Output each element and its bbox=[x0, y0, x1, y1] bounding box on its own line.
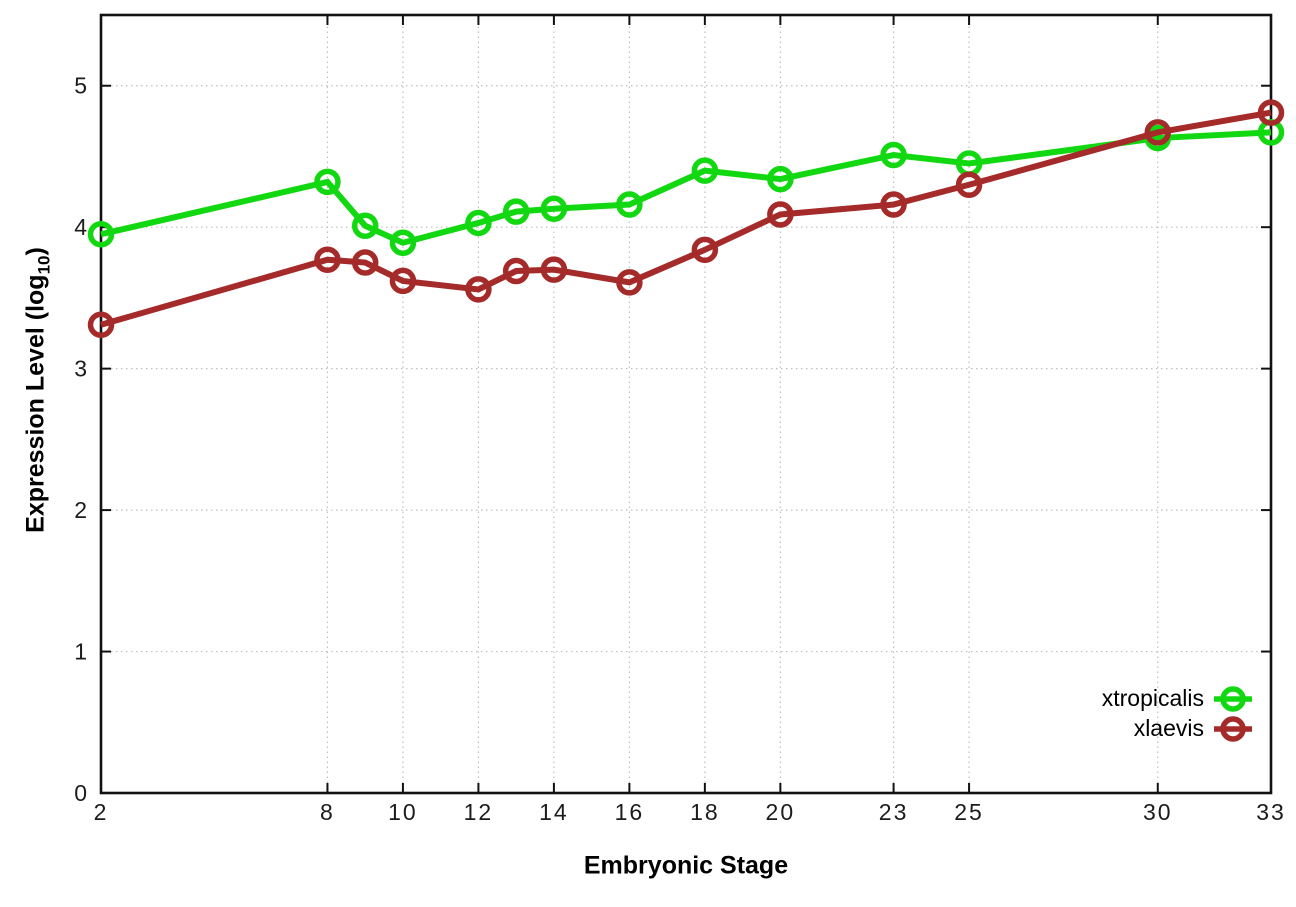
y-tick-label: 1 bbox=[74, 639, 89, 665]
data-point-xtropicalis-stage-2 bbox=[87, 221, 115, 248]
x-tick-label: 8 bbox=[320, 799, 335, 825]
x-tick-label: 14 bbox=[539, 799, 569, 825]
data-point-xtropicalis-stage-10 bbox=[389, 229, 417, 256]
y-tick-label: 3 bbox=[74, 356, 89, 382]
data-point-xtropicalis-stage-14 bbox=[540, 195, 568, 223]
legend-marker-xtropicalis-icon bbox=[1214, 685, 1252, 712]
y-axis-title-text: Expression Level (log bbox=[21, 274, 50, 533]
data-point-xlaevis-stage-20 bbox=[767, 201, 794, 228]
y-tick-label: 4 bbox=[74, 214, 89, 240]
y-axis-title: Expression Level (log10) bbox=[21, 247, 54, 533]
data-point-xtropicalis-stage-12 bbox=[465, 209, 492, 237]
data-point-xtropicalis-stage-8 bbox=[314, 168, 341, 196]
data-point-xlaevis-stage-25 bbox=[955, 171, 983, 198]
y-tick-label: 0 bbox=[74, 780, 89, 806]
legend-entry-xlaevis: xlaevis bbox=[1134, 714, 1252, 743]
data-point-xlaevis-stage-14 bbox=[540, 256, 568, 283]
legend-label-xlaevis: xlaevis bbox=[1133, 715, 1204, 741]
data-point-xlaevis-stage-16 bbox=[616, 269, 643, 296]
x-tick-label: 12 bbox=[464, 799, 494, 825]
data-point-xlaevis-stage-13 bbox=[502, 257, 530, 285]
data-point-xtropicalis-stage-16 bbox=[616, 191, 643, 218]
data-point-xtropicalis-stage-9 bbox=[351, 212, 379, 240]
x-tick-label: 20 bbox=[766, 799, 796, 825]
data-point-xlaevis-stage-8 bbox=[314, 246, 341, 273]
y-axis-title-suffix: ) bbox=[21, 247, 50, 256]
data-point-xlaevis-stage-2 bbox=[87, 311, 115, 339]
data-point-xtropicalis-stage-18 bbox=[691, 157, 719, 184]
data-point-xtropicalis-stage-20 bbox=[767, 165, 794, 193]
y-tick-label: 2 bbox=[74, 497, 89, 523]
y-tick-label: 5 bbox=[74, 73, 89, 99]
x-axis-title: Embryonic Stage bbox=[583, 851, 789, 880]
data-point-xlaevis-stage-30 bbox=[1144, 119, 1172, 146]
legend: xtropicalis xlaevis bbox=[1102, 684, 1252, 743]
data-point-xlaevis-stage-18 bbox=[691, 236, 719, 264]
legend-marker-xlaevis-icon bbox=[1214, 715, 1252, 742]
x-tick-label: 23 bbox=[879, 799, 909, 825]
data-point-xlaevis-stage-10 bbox=[389, 267, 417, 295]
legend-entry-xtropicalis: xtropicalis bbox=[1102, 684, 1252, 713]
data-point-xtropicalis-stage-23 bbox=[880, 141, 907, 169]
data-point-xtropicalis-stage-13 bbox=[502, 198, 530, 225]
x-tick-label: 25 bbox=[954, 799, 984, 825]
x-tick-label: 33 bbox=[1256, 799, 1286, 825]
data-point-xlaevis-stage-23 bbox=[880, 191, 907, 218]
x-tick-label: 30 bbox=[1143, 799, 1173, 825]
plot-border bbox=[99, 13, 1273, 795]
x-tick-label: 16 bbox=[615, 799, 645, 825]
legend-label-xtropicalis: xtropicalis bbox=[1101, 685, 1204, 711]
y-axis-title-subscript: 10 bbox=[34, 255, 54, 275]
data-point-xlaevis-stage-12 bbox=[465, 276, 492, 303]
x-tick-label: 2 bbox=[94, 799, 109, 825]
data-point-xlaevis-stage-9 bbox=[351, 249, 379, 276]
x-tick-label: 18 bbox=[690, 799, 720, 825]
data-point-xlaevis-stage-33 bbox=[1257, 99, 1285, 126]
x-tick-label: 10 bbox=[388, 799, 418, 825]
